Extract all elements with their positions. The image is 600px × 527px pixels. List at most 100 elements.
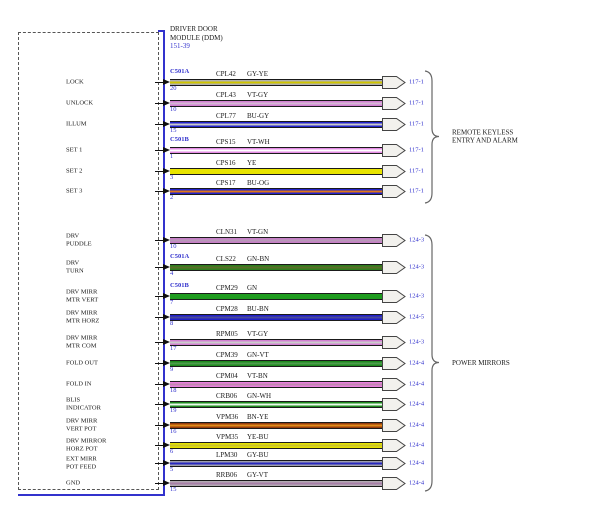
wire-color-code: YE <box>247 158 257 167</box>
wire-color-code: GN-WH <box>247 391 272 400</box>
wire <box>170 236 382 244</box>
pin-arrow-icon <box>163 264 170 270</box>
ddm-module-dashed-box <box>18 32 159 490</box>
connector-label: C501A <box>170 68 190 75</box>
pin-number: 4 <box>170 269 174 277</box>
pin-arrow-icon <box>163 121 170 127</box>
wire-color-code: GN <box>247 283 258 292</box>
page-connector-symbol <box>382 335 406 349</box>
pin-arrow-icon <box>163 100 170 106</box>
signal-label: UNLOCK <box>66 99 94 107</box>
circuit-code: LPM30 <box>216 450 238 459</box>
page-ref: 124-4 <box>409 421 425 429</box>
wire <box>170 380 382 388</box>
pin-number: 1 <box>170 152 174 160</box>
pin-arrow-icon <box>163 422 170 428</box>
page-connector-symbol <box>382 356 406 370</box>
circuit-code: CRB06 <box>216 391 238 400</box>
wire <box>170 292 382 300</box>
pin-number: 15 <box>170 485 177 493</box>
page-connector-symbol <box>382 397 406 411</box>
pin-lead-line <box>155 362 165 364</box>
pin-arrow-icon <box>163 79 170 85</box>
pin-lead-line <box>155 149 165 151</box>
wire <box>170 313 382 321</box>
ddm-module-edge-top-tick <box>158 30 164 32</box>
pin-number: 8 <box>170 319 174 327</box>
pin-number: 15 <box>170 126 177 134</box>
wire-color-code: VT-GN <box>247 227 269 236</box>
wire <box>170 78 382 86</box>
pin-number: 19 <box>170 406 177 414</box>
signal-label: DRV MIRR MTR HORZ <box>66 309 100 325</box>
page-connector-symbol <box>382 184 406 198</box>
page-connector-symbol <box>382 117 406 131</box>
wire <box>170 441 382 449</box>
wire-color-code: BU-GY <box>247 111 270 120</box>
signal-label: FOLD IN <box>66 380 92 388</box>
wire-color-code: VT-GY <box>247 329 269 338</box>
page-connector-symbol <box>382 377 406 391</box>
wire-color-code: GY-VT <box>247 470 268 479</box>
pin-number: 5 <box>170 465 174 473</box>
page-ref: 117-1 <box>409 120 424 128</box>
signal-label: DRV MIRROR HORZ POT <box>66 437 107 453</box>
pin-lead-line <box>155 239 165 241</box>
wire <box>170 187 382 195</box>
page-ref: 124-5 <box>409 313 425 321</box>
page-ref: 124-4 <box>409 359 425 367</box>
signal-label: EXT MIRR POT FEED <box>66 455 97 471</box>
wire-color-code: BN-YE <box>247 412 269 421</box>
wire-color-code: GN-BN <box>247 254 270 263</box>
group-brace <box>424 70 440 204</box>
connector-label: C501A <box>170 253 190 260</box>
page-connector-symbol <box>382 310 406 324</box>
signal-label: SET 3 <box>66 187 83 195</box>
page-connector-symbol <box>382 164 406 178</box>
pin-lead-line <box>155 383 165 385</box>
page-connector-symbol <box>382 143 406 157</box>
page-ref: 124-4 <box>409 441 425 449</box>
pin-number: 16 <box>170 427 177 435</box>
pin-lead-line <box>155 102 165 104</box>
pin-number: 3 <box>170 173 174 181</box>
pin-lead-line <box>155 482 165 484</box>
pin-number: 18 <box>170 386 177 394</box>
circuit-code: CPM39 <box>216 350 238 359</box>
pin-number: 6 <box>170 447 174 455</box>
pin-number: 2 <box>170 193 174 201</box>
group-label: POWER MIRRORS <box>452 358 510 367</box>
circuit-code: RPM05 <box>216 329 238 338</box>
ddm-module-bottom-line <box>18 494 165 496</box>
wire <box>170 146 382 154</box>
wire <box>170 359 382 367</box>
circuit-code: CPS16 <box>216 158 236 167</box>
pin-number: 10 <box>170 242 177 250</box>
page-ref: 124-3 <box>409 292 425 300</box>
pin-lead-line <box>155 462 165 464</box>
page-ref: 124-3 <box>409 338 425 346</box>
signal-label: DRV PUDDLE <box>66 232 92 248</box>
pin-lead-line <box>155 123 165 125</box>
pin-arrow-icon <box>163 401 170 407</box>
page-connector-symbol <box>382 456 406 470</box>
pin-arrow-icon <box>163 293 170 299</box>
page-connector-symbol <box>382 418 406 432</box>
wire-color-code: VT-WH <box>247 137 270 146</box>
wire-color-code: GY-YE <box>247 69 268 78</box>
pin-arrow-icon <box>163 168 170 174</box>
wire <box>170 99 382 107</box>
page-connector-symbol <box>382 438 406 452</box>
page-ref: 124-4 <box>409 400 425 408</box>
circuit-code: VPM36 <box>216 412 239 421</box>
page-ref: 124-4 <box>409 380 425 388</box>
signal-label: LOCK <box>66 78 84 86</box>
pin-number: 17 <box>170 344 177 352</box>
group-label: REMOTE KEYLESS ENTRY AND ALARM <box>452 128 518 145</box>
pin-lead-line <box>155 444 165 446</box>
connector-label: C501B <box>170 282 189 289</box>
pin-arrow-icon <box>163 314 170 320</box>
page-connector-symbol <box>382 75 406 89</box>
